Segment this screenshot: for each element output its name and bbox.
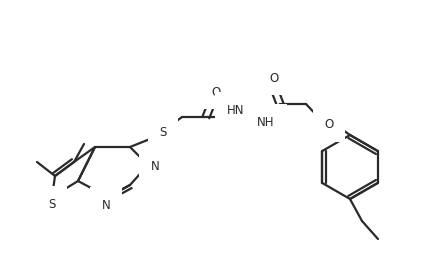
Text: N: N bbox=[101, 199, 110, 212]
Text: HN: HN bbox=[227, 104, 245, 117]
Text: S: S bbox=[159, 125, 167, 138]
Text: O: O bbox=[211, 85, 220, 98]
Text: O: O bbox=[325, 118, 334, 131]
Text: S: S bbox=[49, 198, 56, 211]
Text: NH: NH bbox=[257, 116, 275, 129]
Text: O: O bbox=[269, 71, 279, 84]
Text: N: N bbox=[151, 159, 159, 172]
